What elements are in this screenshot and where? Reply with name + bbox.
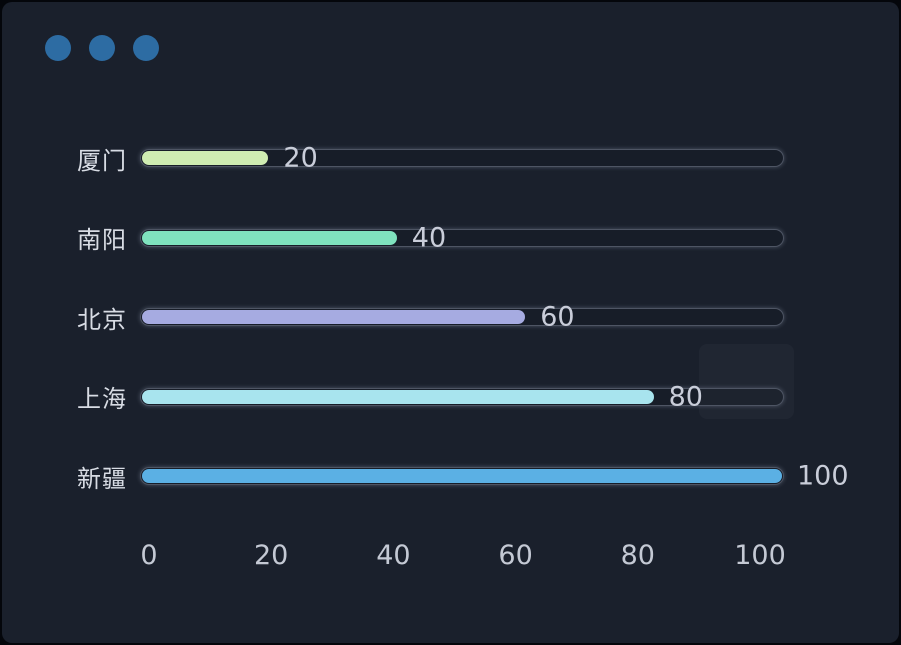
bar-fill[interactable] [142,389,654,404]
bar-value-label: 100 [797,460,849,492]
category-label: 北京 [77,305,127,334]
category-label: 厦门 [77,146,127,175]
x-axis-tick: 100 [734,540,786,571]
category-label: 南阳 [77,226,127,254]
bar-value-label: 60 [540,301,575,333]
bar-fill[interactable] [142,230,397,245]
x-axis: 0 20 40 60 80 100 [140,540,785,571]
chart-row: 上海 80 [62,379,784,415]
window-dot[interactable] [89,35,115,61]
bar-value-label: 40 [411,222,447,253]
category-label: 上海 [77,385,127,413]
bar-fill[interactable] [142,151,269,165]
chart-row: 新疆 100 [62,458,849,494]
bar-value-label: 80 [668,381,703,412]
bar-fill[interactable] [142,310,526,324]
x-axis-tick: 40 [376,540,411,571]
chart-row: 北京 60 [62,299,784,335]
bar-track[interactable]: 80 [140,383,784,410]
bar-track[interactable]: 100 [140,463,849,490]
window-controls [45,35,159,61]
x-axis-tick: 20 [254,540,289,571]
window-dot[interactable] [133,35,159,61]
window-dot[interactable] [45,35,71,61]
bar-track[interactable]: 40 [140,224,784,251]
x-axis-tick: 0 [140,540,158,571]
bar-track[interactable]: 60 [140,304,784,331]
x-axis-tick: 60 [498,540,533,571]
x-axis-tick: 80 [620,540,655,571]
chart-row: 厦门 20 [62,140,784,176]
category-label: 新疆 [77,464,127,493]
bar-fill[interactable] [142,469,782,483]
chart-row: 南阳 40 [62,220,784,256]
bar-track[interactable]: 20 [140,145,784,172]
bar-value-label: 20 [283,142,318,174]
